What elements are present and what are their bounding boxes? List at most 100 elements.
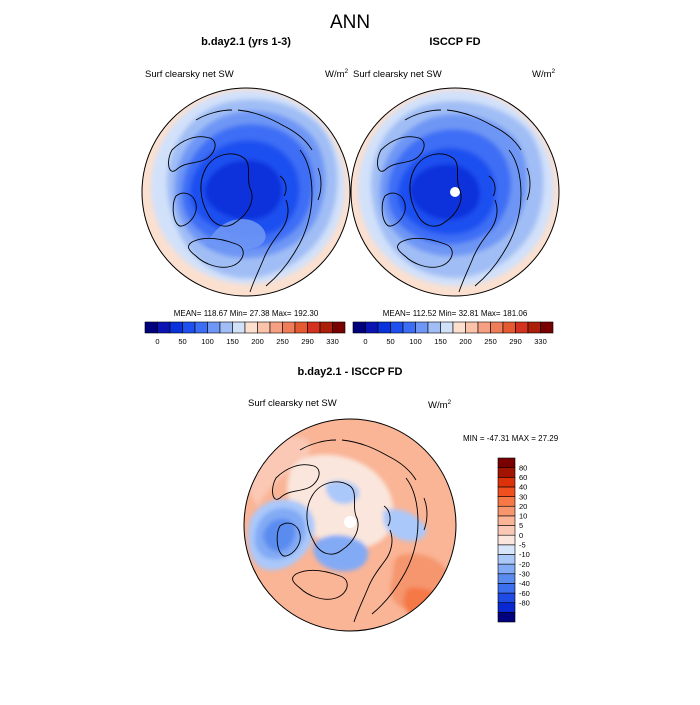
panel-c-colorbar-swatch	[497, 457, 516, 468]
panel-c-title: b.day2.1 - ISCCP FD	[298, 366, 403, 378]
panel-a-units-base: W/m	[325, 69, 345, 80]
panel-c-colorbar-tick-label: -60	[519, 589, 530, 598]
panel-b-colorbar-swatch	[415, 321, 429, 334]
panel-c-colorbar-swatch	[497, 592, 516, 604]
panel-b-coastlines	[377, 109, 531, 293]
panel-c-colorbar-tick-label: -40	[519, 579, 530, 588]
panel-c-colorbar-swatch	[497, 515, 516, 526]
panel-a-colorbar-swatch	[157, 321, 171, 334]
panel-a-colorbar-tick-label: 0	[155, 337, 159, 346]
panel-c-colorbar-swatch	[497, 583, 516, 594]
panel-b-colorbar-tick-label: 100	[409, 337, 422, 346]
panel-b-colorbar-swatch	[527, 321, 541, 334]
panel-b-colorbar-tick-label: 250	[484, 337, 497, 346]
panel-c-units-exp: 2	[448, 399, 452, 406]
panel-c-minmax: MIN = -47.31 MAX = 27.29	[463, 434, 559, 443]
panel-a-coastlines	[168, 109, 322, 293]
panel-c-colorbar-tick-label: -5	[519, 541, 526, 550]
panel-a-colorbar-swatch	[307, 321, 321, 334]
panel-c-field-level-8	[313, 535, 369, 572]
panel-c-map	[244, 419, 456, 631]
panel-a-colorbar-swatch	[144, 321, 158, 334]
panel-c-colorbar-tick-label: 5	[519, 521, 523, 530]
panel-a-title: b.day2.1 (yrs 1-3)	[201, 36, 291, 48]
panel-a-colorbar-swatch	[269, 321, 283, 334]
panel-b-colorbar-tick-label: 330	[534, 337, 547, 346]
panel-b-colorbar-swatch	[465, 321, 479, 334]
panel-c-colorbar-tick-label: 60	[519, 473, 527, 482]
panel-b-stats: MEAN= 112.52 Min= 32.81 Max= 181.06	[383, 309, 528, 318]
panel-b-colorbar-swatch	[502, 321, 516, 334]
panel-a-colorbar-tick-label: 50	[178, 337, 186, 346]
panel-c-units-base: W/m	[428, 400, 448, 411]
panel-c-field-level-9	[383, 508, 427, 542]
panel-a-colorbar-tick-label: 100	[201, 337, 214, 346]
panel-c-colorbar-tick-label: -10	[519, 550, 530, 559]
panel-c-colorbar-tick-label: 80	[519, 463, 527, 472]
panel-c-colorbar-swatch	[497, 505, 516, 517]
panel-c-colorbar-tick-label: -80	[519, 598, 530, 607]
panel-a-colorbar-swatch	[257, 321, 271, 334]
panel-b-title: ISCCP FD	[429, 36, 480, 48]
panel-b-colorbar-swatch	[402, 321, 416, 334]
panel-c-map-border	[243, 418, 457, 632]
panel-c-colorbar-swatch	[497, 534, 516, 546]
panel-b-units-exp: 2	[552, 68, 556, 75]
panel-c-colorbar-swatch	[497, 496, 516, 507]
panel-c-colorbar-swatch	[497, 467, 516, 478]
panel-b-units: W/m2	[532, 68, 556, 80]
panel-c-coastlines	[272, 439, 428, 623]
panel-c-colorbar-swatch	[497, 563, 516, 575]
panel-b-colorbar-swatch	[540, 321, 554, 334]
panel-a-colorbar-swatch	[182, 321, 196, 334]
panel-a-colorbar-swatch	[169, 321, 183, 334]
panel-a-field-level-6	[204, 160, 282, 220]
panel-c-colorbar-swatch	[497, 486, 516, 497]
panel-b-colorbar-swatch	[352, 321, 366, 334]
panel-a-field-patch	[206, 219, 266, 252]
panel-a-units-exp: 2	[345, 68, 349, 75]
panel-b-colorbar-swatch	[365, 321, 379, 334]
panel-b-colorbar-tick-label: 50	[386, 337, 394, 346]
panel-b-map-border	[350, 87, 560, 297]
panel-a-map-border	[141, 87, 351, 297]
panel-b-missing-data-pole	[450, 187, 460, 197]
panel-c-colorbar-tick-label: 30	[519, 492, 527, 501]
panel-c-colorbar-tick-label: 40	[519, 483, 527, 492]
panel-b-colorbar-swatch	[452, 321, 466, 334]
panel-c-colorbar-swatch	[497, 544, 516, 555]
panel-a-colorbar-swatch	[207, 321, 221, 334]
panel-b-colorbar-swatch	[477, 321, 491, 334]
panel-b-colorbar-swatch	[427, 321, 441, 334]
panel-b-colorbar-swatch	[377, 321, 391, 334]
panel-c-colorbar-tick-label: 10	[519, 512, 527, 521]
panel-c-colorbar-swatch	[497, 476, 516, 488]
panel-a-colorbar-swatch	[194, 321, 208, 334]
panel-a-units: W/m2	[325, 68, 349, 80]
panel-c-colorbar-tick-label: 0	[519, 531, 523, 540]
panel-b-field-level-6	[409, 164, 480, 220]
panel-c-variable: Surf clearsky net SW	[248, 398, 337, 409]
panel-a-map	[142, 88, 350, 296]
panel-b-colorbar-tick-label: 150	[434, 337, 447, 346]
panel-c-colorbar-swatch	[497, 612, 516, 623]
panel-c-colorbar-swatch	[497, 602, 516, 613]
panel-a-colorbar-swatch	[282, 321, 296, 334]
panel-a-colorbar-tick-label: 150	[226, 337, 239, 346]
panel-b-colorbar-swatch	[490, 321, 504, 334]
panel-a-colorbar-swatch	[219, 321, 233, 334]
panel-a-colorbar-swatch	[332, 321, 346, 334]
panel-b-colorbar-tick-label: 0	[363, 337, 367, 346]
panel-b-units-base: W/m	[532, 69, 552, 80]
panel-a-colorbar-tick-label: 250	[276, 337, 289, 346]
panel-a-colorbar-swatch	[319, 321, 333, 334]
panel-a-colorbar-tick-label: 200	[251, 337, 264, 346]
panel-c-colorbar-tick-label: -30	[519, 569, 530, 578]
panel-c-colorbar-tick-label: 20	[519, 502, 527, 511]
panel-b-colorbar-tick-label: 290	[509, 337, 522, 346]
panel-b-colorbar-swatch	[440, 321, 454, 334]
panel-b-variable: Surf clearsky net SW	[353, 69, 442, 80]
